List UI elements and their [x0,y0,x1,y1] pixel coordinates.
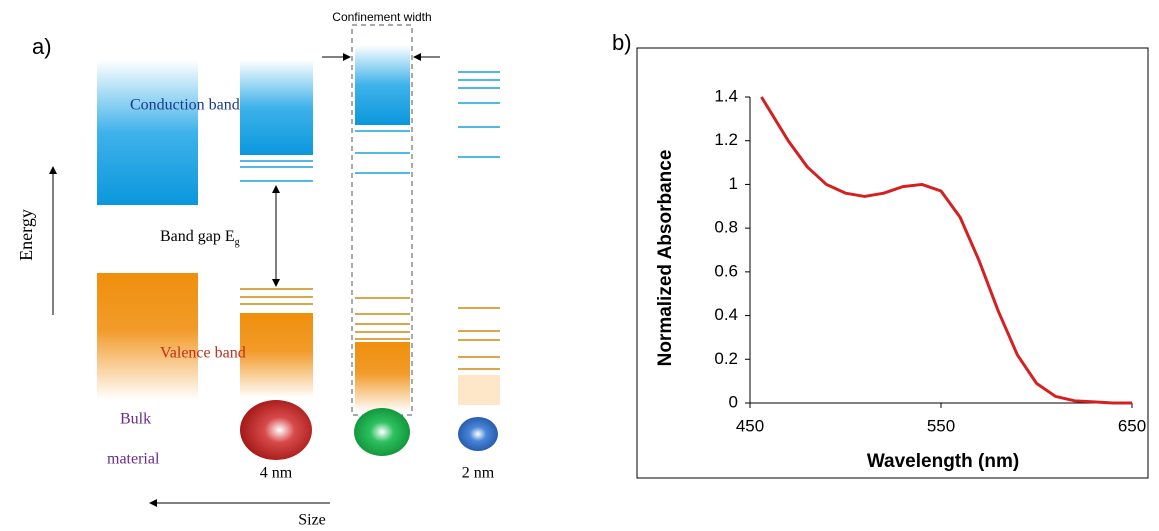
levels-4nm-c [240,160,313,182]
x-tick-label: 650 [1118,416,1146,435]
energy-label: Energy [16,209,36,261]
levels-2nm-v [458,307,500,370]
dot-mid [354,408,410,456]
size-4nm: 4 nm [260,465,293,482]
y-tick-label: 0.8 [714,218,738,237]
valence-label: Valence band [160,345,246,362]
bulk-valence [97,273,198,400]
bulk-conduction [97,60,198,205]
levels-mid-c [355,130,410,174]
material-label: material [107,451,160,468]
y-tick-label: 0.2 [714,349,738,368]
dot-2nm [458,417,498,451]
conduction-label: Conduction band [130,97,240,114]
x-tick-label: 450 [736,416,764,435]
y-tick-label: 1.2 [714,130,738,149]
valence-4nm [240,313,313,398]
confinement-label: Confinement width [332,10,431,24]
valence-2nm [458,375,500,405]
panel-label: a) [32,34,52,59]
y-tick-label: 0.6 [714,261,738,280]
panel-a: a) Confinement width Conduction band Ban… [16,10,500,529]
band-gap-sub: g [235,237,240,248]
y-tick-label: 0 [729,392,738,411]
x-axis-title: Wavelength (nm) [867,451,1019,472]
size-label: Size [298,512,326,529]
panel-b: b) Wavelength (nm) Normalized Absorbance… [612,30,1149,479]
levels-mid-v [355,297,410,340]
chart-frame [636,47,1149,479]
data-line [760,96,1132,405]
bulk-label: Bulk [120,411,151,428]
y-tick-label: 1 [729,174,738,193]
levels-4nm-v [240,288,313,305]
x-tick-label: 550 [927,416,955,435]
band-gap-text: Band gap E [160,228,235,245]
y-tick-label: 1.4 [714,86,738,105]
levels-2nm-c [458,71,500,158]
conduction-4nm [240,60,313,155]
conduction-mid [355,45,410,125]
y-axis-title: Normalized Absorbance [655,150,676,367]
size-2nm: 2 nm [462,465,495,482]
y-tick-label: 0.4 [714,305,738,324]
band-gap-label: Band gap Eg [160,228,240,249]
panel-label: b) [612,30,632,55]
dot-4nm [240,400,312,460]
valence-mid [355,342,410,412]
